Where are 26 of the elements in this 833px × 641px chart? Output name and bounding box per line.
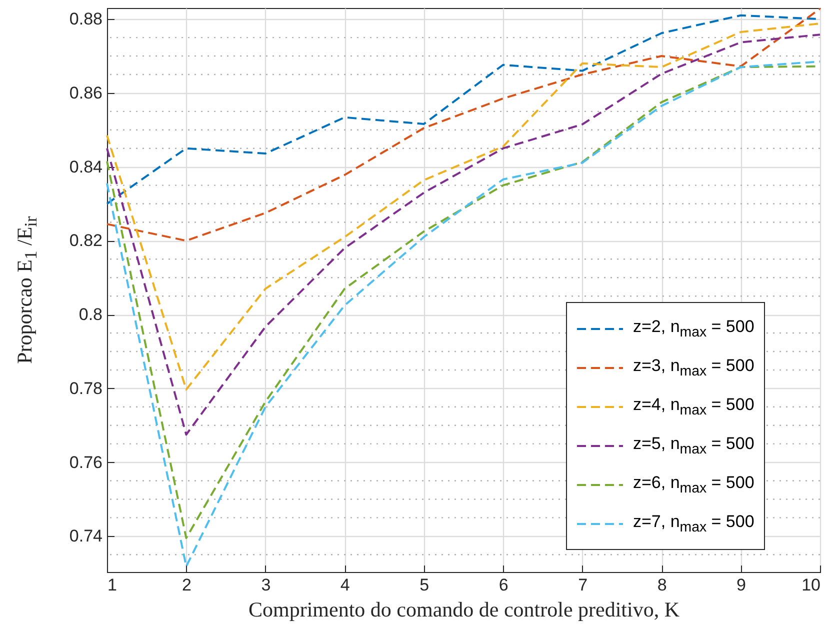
x-tick-label: 5 bbox=[420, 576, 430, 594]
x-tick-label: 7 bbox=[578, 576, 588, 594]
y-tick-label: 0.82 bbox=[69, 231, 102, 250]
y-tick-label: 0.88 bbox=[69, 10, 102, 29]
x-tick-label: 8 bbox=[657, 576, 667, 594]
y-tick-label: 0.78 bbox=[69, 378, 102, 398]
line-series bbox=[106, 8, 821, 242]
legend-label: z=5, n$_{max}$ = 500 bbox=[633, 434, 754, 458]
legend-label: z=3, n$_{max}$ = 500 bbox=[633, 356, 754, 380]
x-tick-label: 10 bbox=[802, 576, 820, 594]
y-tick-label: 0.76 bbox=[69, 452, 102, 472]
legend-label: z=2, n$_{max}$ = 500 bbox=[633, 316, 754, 340]
y-tick-label: 0.8 bbox=[78, 305, 102, 324]
x-tick-label: 6 bbox=[498, 576, 508, 594]
x-tick-label: 4 bbox=[340, 576, 350, 594]
y-tick-label: 0.74 bbox=[69, 526, 102, 546]
y-tick-label: 0.86 bbox=[69, 83, 102, 102]
x-tick-label: 9 bbox=[736, 576, 746, 594]
x-axis-title: Comprimento do comando de controle preditivo, K bbox=[248, 598, 680, 622]
legend-label: z=6, n$_{max}$ = 500 bbox=[633, 472, 754, 496]
x-tick-label: 3 bbox=[261, 576, 271, 594]
y-tick-label: 0.84 bbox=[69, 157, 102, 176]
legend-label: z=4, n$_{max}$ = 500 bbox=[633, 394, 754, 418]
x-tick-label: 2 bbox=[182, 576, 192, 594]
x-tick-label: 1 bbox=[108, 576, 117, 594]
legend-label: z=7, n$_{max}$ = 500 bbox=[633, 512, 754, 536]
